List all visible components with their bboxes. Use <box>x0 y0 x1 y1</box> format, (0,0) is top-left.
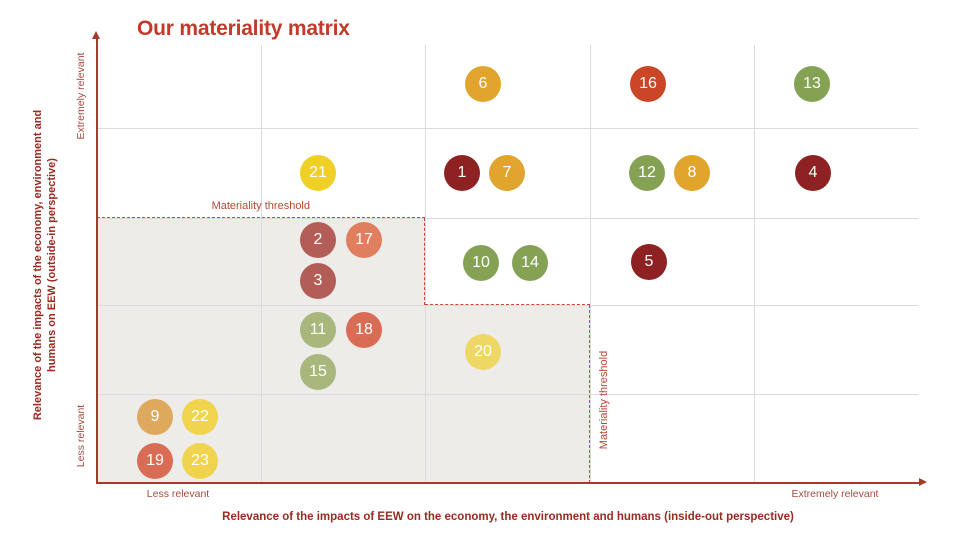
y-axis-title-line2: humans on EEW (outside-in perspective) <box>46 158 58 372</box>
y-axis-title-line1: Relevance of the impacts of the economy,… <box>32 109 44 421</box>
topic-bubble-22: 22 <box>182 399 218 435</box>
topic-bubble-23: 23 <box>182 443 218 479</box>
topic-bubble-5: 5 <box>631 244 667 280</box>
topic-bubble-10: 10 <box>463 245 499 281</box>
gridline-vertical <box>261 45 262 483</box>
materiality-threshold-line <box>97 217 425 218</box>
materiality-threshold-label-vertical: Materiality threshold <box>598 350 610 450</box>
topic-bubble-13: 13 <box>794 66 830 102</box>
materiality-threshold-line <box>424 218 425 305</box>
x-axis-arrow-icon <box>919 478 927 486</box>
y-axis-title: Relevance of the impacts of the economy,… <box>31 40 63 490</box>
topic-bubble-20: 20 <box>465 334 501 370</box>
gridline-horizontal <box>97 394 918 395</box>
topic-bubble-19: 19 <box>137 443 173 479</box>
page-title: Our materiality matrix <box>137 17 350 40</box>
materiality-threshold-line <box>425 304 590 305</box>
x-axis-label-extremely-relevant: Extremely relevant <box>791 488 879 500</box>
topic-bubble-21: 21 <box>300 155 336 191</box>
topic-bubble-4: 4 <box>795 155 831 191</box>
gridline-horizontal <box>97 218 918 219</box>
x-axis-line <box>96 482 919 484</box>
topic-bubble-17: 17 <box>346 222 382 258</box>
gridline-horizontal <box>97 128 918 129</box>
y-axis-line <box>96 39 98 484</box>
gridline-vertical <box>590 45 591 483</box>
plot-area: 1 2 3 4 5 6 7 8 9 10 11 12 13 14 15 16 17 18 19 20 21 22 23 <box>92 31 927 486</box>
topic-bubble-15: 15 <box>300 354 336 390</box>
topic-bubble-1: 1 <box>444 155 480 191</box>
x-axis-label-less-relevant: Less relevant <box>146 488 210 500</box>
topic-bubble-6: 6 <box>465 66 501 102</box>
topic-bubble-8: 8 <box>674 155 710 191</box>
y-axis-arrow-icon <box>92 31 100 39</box>
topic-bubble-7: 7 <box>489 155 525 191</box>
gridline-vertical <box>425 45 426 483</box>
topic-bubble-9: 9 <box>137 399 173 435</box>
topic-bubble-18: 18 <box>346 312 382 348</box>
gridline-vertical <box>754 45 755 483</box>
x-axis-title: Relevance of the impacts of EEW on the e… <box>222 511 794 523</box>
topic-bubble-16: 16 <box>630 66 666 102</box>
topic-bubble-12: 12 <box>629 155 665 191</box>
materiality-threshold-label-horizontal: Materiality threshold <box>211 200 310 212</box>
topic-bubble-3: 3 <box>300 263 336 299</box>
y-axis-label-less-relevant: Less relevant <box>75 404 87 468</box>
topic-bubble-2: 2 <box>300 222 336 258</box>
topic-bubble-14: 14 <box>512 245 548 281</box>
materiality-threshold-line <box>589 305 590 483</box>
topic-bubble-11: 11 <box>300 312 336 348</box>
y-axis-label-extremely-relevant: Extremely relevant <box>75 52 87 140</box>
gridline-horizontal <box>97 305 918 306</box>
